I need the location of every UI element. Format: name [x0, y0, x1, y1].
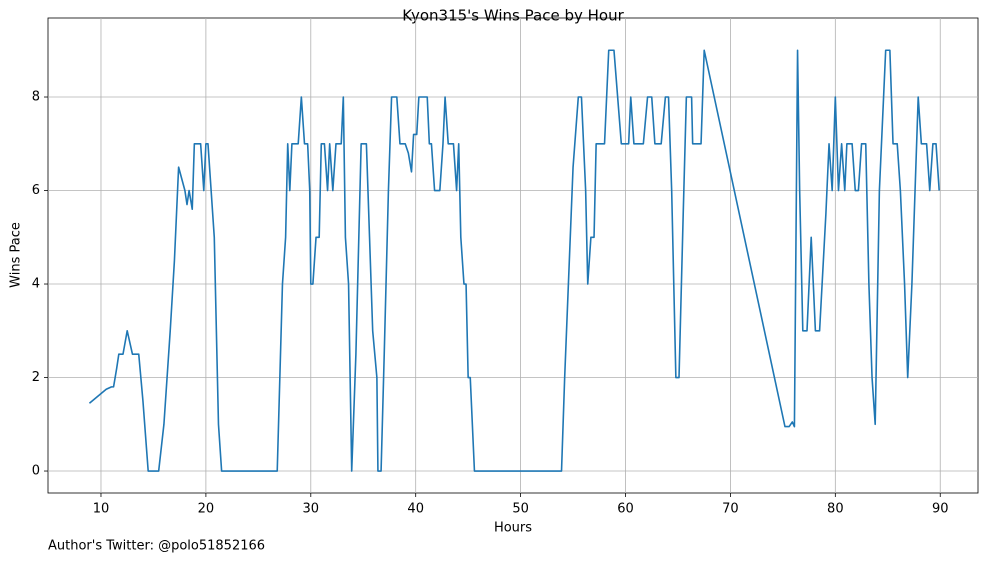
y-tick-label: 0 [32, 464, 40, 479]
annotation: Author's Twitter: @polo51852166 [48, 539, 265, 554]
chart-title: Kyon315's Wins Pace by Hour [402, 7, 624, 25]
x-tick-label: 40 [407, 502, 424, 517]
x-tick-label: 90 [932, 502, 949, 517]
x-tick-label: 70 [722, 502, 739, 517]
y-tick-label: 4 [32, 277, 40, 292]
x-tick-label: 30 [303, 502, 320, 517]
y-axis-label: Wins Pace [9, 222, 24, 288]
plot-frame [47, 17, 979, 494]
y-tick-label: 2 [32, 370, 40, 385]
x-tick-label: 20 [198, 502, 215, 517]
x-tick-label: 10 [93, 502, 110, 517]
x-axis-label: Hours [494, 521, 532, 536]
x-tick-label: 60 [617, 502, 634, 517]
data-line [88, 49, 940, 472]
x-tick-label: 50 [512, 502, 529, 517]
y-tick-label: 6 [32, 183, 40, 198]
y-tick-label: 8 [32, 90, 40, 105]
x-tick-label: 80 [827, 502, 844, 517]
